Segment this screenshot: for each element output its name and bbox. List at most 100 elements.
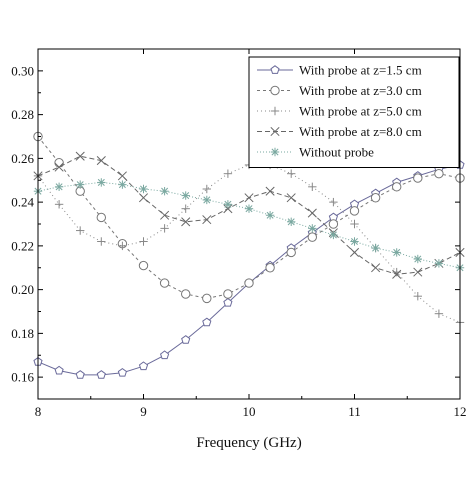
series-2-point — [370, 193, 381, 203]
legend-label: With probe at z=8.0 cm — [299, 124, 422, 139]
y-tick-label: 0.26 — [11, 151, 34, 166]
series-3-point — [434, 309, 444, 318]
series-5-point — [350, 237, 359, 246]
series-2-point — [349, 206, 360, 216]
legend-marker — [270, 126, 280, 137]
series-3-point — [350, 219, 359, 229]
legend-item: With probe at z=5.0 cm — [257, 104, 422, 119]
series-5-point — [202, 195, 211, 205]
series-5-point — [265, 211, 275, 220]
legend: With probe at z=1.5 cm With probe at z=3.… — [248, 56, 460, 168]
series-4-point — [138, 193, 149, 203]
x-tick-label: 9 — [140, 404, 147, 419]
legend-marker — [270, 147, 280, 157]
series-5-point — [76, 180, 85, 189]
series-5-point — [244, 204, 254, 213]
series-5-point — [287, 217, 296, 227]
x-tick-label: 11 — [348, 404, 361, 419]
series-4-point — [160, 210, 170, 220]
legend-item: With probe at z=8.0 cm — [257, 124, 422, 139]
series-5-point — [139, 184, 148, 194]
y-tick-label: 0.30 — [11, 63, 34, 78]
series-1 — [33, 160, 465, 379]
legend-marker — [270, 85, 280, 96]
series-4-point — [371, 263, 381, 273]
series-2-point — [307, 232, 317, 242]
series-3-line — [37, 164, 461, 323]
series-5-point — [371, 243, 380, 253]
series-3-point — [308, 182, 317, 192]
series-5-point — [160, 186, 169, 196]
y-tick-label: 0.18 — [11, 326, 34, 341]
series-4 — [33, 151, 465, 279]
series-3-point — [329, 197, 338, 207]
series-4-point — [202, 215, 212, 225]
y-tick-label: 0.20 — [11, 282, 34, 297]
series-3-point — [54, 200, 64, 209]
series-1-point — [75, 370, 85, 379]
x-tick-label: 10 — [243, 404, 256, 419]
y-tick-label: 0.24 — [11, 195, 34, 210]
legend-box — [248, 56, 460, 168]
legend-label: With probe at z=5.0 cm — [299, 104, 422, 119]
series-3-point — [413, 291, 422, 301]
x-tick-label: 8 — [35, 404, 42, 419]
series-1-point — [160, 350, 170, 360]
series-5-point — [54, 182, 64, 192]
series-5-point — [97, 178, 106, 187]
series-4-point — [413, 267, 423, 277]
series-2-point — [96, 212, 107, 223]
series-1-point — [202, 317, 212, 327]
series-4-point — [54, 162, 64, 172]
series-2-point — [181, 289, 191, 299]
series-1-point — [181, 335, 191, 344]
series-4-point — [349, 247, 360, 257]
series-4-point — [244, 193, 254, 203]
series-3-point — [181, 204, 190, 213]
series-3-point — [160, 224, 169, 233]
axes: 8 9 10 11 12 0.16 0.18 0.20 0.22 0.24 0.26 0.28 0.30 — [11, 48, 467, 419]
series-2-point — [202, 293, 212, 304]
legend-label: With probe at z=3.0 cm — [299, 83, 422, 98]
y-tick-label: 0.22 — [11, 238, 34, 253]
series-1-point — [117, 367, 127, 377]
series-5-point — [329, 230, 338, 240]
legend-item: With probe at z=3.0 cm — [257, 83, 422, 98]
series-2-point — [244, 278, 254, 288]
x-axis-title: Frequency (GHz) — [196, 435, 301, 451]
series-4-point — [181, 217, 191, 227]
series-4-point — [75, 151, 85, 161]
series-5-point — [308, 224, 317, 233]
series-4-point — [265, 186, 275, 196]
series-4-point — [307, 208, 317, 218]
series-2-point — [392, 182, 402, 192]
series-4-point — [392, 269, 402, 279]
series-5-point — [392, 248, 401, 257]
series-5-point — [434, 259, 444, 268]
series-2-point — [138, 260, 149, 271]
series-5-point — [413, 254, 422, 264]
legend-item: Without probe — [257, 145, 374, 160]
legend-marker — [270, 106, 280, 116]
series-1-point — [223, 297, 233, 307]
series-2-point — [434, 168, 444, 179]
series-1-point — [54, 365, 64, 375]
legend-label: Without probe — [299, 145, 374, 160]
series-3-point — [76, 226, 85, 235]
series-3-point — [223, 169, 233, 178]
series-2-point — [286, 247, 296, 258]
series-4-point — [286, 193, 296, 203]
series-2-point — [159, 278, 170, 288]
series-2-point — [265, 263, 275, 273]
series-4-point — [223, 204, 233, 214]
series-5-point — [223, 200, 233, 209]
series-4-point — [117, 171, 127, 181]
legend-item: With probe at z=1.5 cm — [257, 63, 422, 78]
series-2-point — [328, 219, 339, 229]
series-4-point — [96, 156, 106, 166]
series-3-point — [118, 241, 127, 251]
series-2-point — [223, 289, 233, 299]
series-3-point — [139, 237, 148, 246]
